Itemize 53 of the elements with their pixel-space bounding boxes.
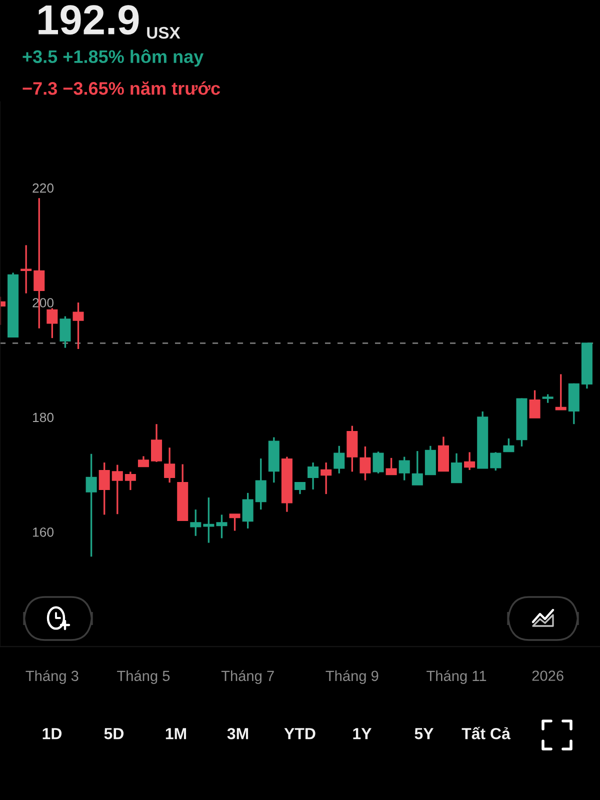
candlestick: [98, 462, 110, 516]
candlestick: [124, 470, 136, 491]
text: 1D: [42, 728, 62, 740]
candlestick: [503, 438, 514, 452]
candlestick: [398, 456, 410, 482]
candlestick: [386, 457, 397, 476]
text: Tất Cả: [462, 726, 511, 740]
candlestick: [138, 455, 149, 468]
candlestick: [294, 482, 306, 495]
candlestick: [46, 307, 58, 339]
x-tick-label: 2026: [532, 670, 564, 681]
y-tick-label: 180: [33, 412, 54, 422]
text: 3M: [227, 728, 248, 740]
candlestick: [529, 389, 540, 419]
candlestick: [255, 458, 266, 510]
candlestick: [334, 445, 345, 474]
candlestick: [72, 302, 84, 350]
y-tick-label: 220: [32, 183, 54, 193]
candlestick: [320, 462, 332, 495]
candlestick: [451, 452, 462, 484]
candlestick: [412, 450, 423, 486]
text: YTD: [284, 728, 316, 740]
candlestick: [490, 451, 502, 472]
candlestick: [20, 244, 32, 294]
candlestick: [372, 450, 384, 474]
candlestick: [360, 446, 371, 482]
candlestick: [151, 423, 162, 463]
x-tick-label: Tháng 7: [221, 670, 274, 684]
candlestick: [190, 508, 202, 537]
chart-title: 192.9: [38, 5, 139, 35]
x-tick-label: Tháng 9: [326, 670, 378, 684]
candlestick: [229, 513, 240, 532]
candlestick: [86, 453, 97, 558]
y-tick-label: 160: [33, 527, 54, 537]
candlestick: [216, 514, 228, 540]
text: 1M: [166, 728, 186, 740]
candlestick: [112, 464, 123, 515]
candlestick: [164, 446, 176, 484]
text: −7.3 −3.65% năm trước: [22, 81, 220, 95]
candlestick: [555, 373, 566, 411]
chart-subtitle: USX: [147, 26, 180, 39]
x-tick-label: Tháng 3: [26, 670, 78, 684]
candlestick: [308, 462, 319, 490]
x-tick-label: Tháng 5: [117, 670, 170, 684]
candlestick: [464, 451, 476, 471]
text: 5D: [104, 728, 124, 740]
text: +3.5 +1.85% hôm nay: [22, 49, 204, 67]
candlestick: [203, 496, 214, 544]
candlestick: [60, 315, 71, 349]
candlestick: [242, 492, 254, 530]
text: 1Y: [353, 728, 372, 740]
x-tick-label: Tháng 11: [426, 670, 486, 684]
text: 5Y: [414, 728, 434, 740]
